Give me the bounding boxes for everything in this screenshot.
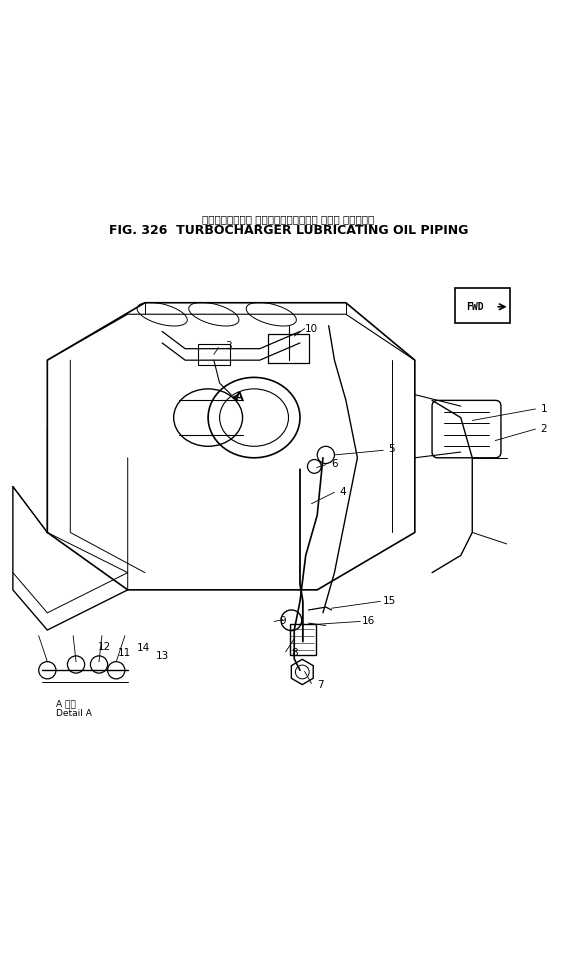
Text: 10: 10 [305, 324, 318, 334]
Text: A 詳細
Detail A: A 詳細 Detail A [56, 699, 92, 718]
Text: 8: 8 [291, 648, 298, 658]
Text: 6: 6 [331, 458, 338, 469]
Text: 11: 11 [118, 648, 132, 658]
Text: FWD: FWD [466, 302, 484, 311]
Text: 4: 4 [340, 487, 346, 497]
Text: 5: 5 [388, 445, 395, 454]
Text: 3: 3 [225, 341, 231, 351]
Text: 16: 16 [362, 617, 376, 627]
Text: 7: 7 [317, 679, 323, 690]
Text: 12: 12 [98, 642, 111, 652]
Text: 13: 13 [156, 651, 169, 661]
Text: 14: 14 [137, 643, 151, 654]
Text: FIG. 326  TURBOCHARGER LUBRICATING OIL PIPING: FIG. 326 TURBOCHARGER LUBRICATING OIL PI… [109, 224, 468, 236]
Text: 9: 9 [279, 617, 286, 627]
Text: 15: 15 [383, 596, 396, 606]
Text: ターボチャージャ ルーブリケーティング オイル パイピング: ターボチャージャ ルーブリケーティング オイル パイピング [203, 214, 374, 224]
Text: 1: 1 [541, 404, 548, 414]
Text: A: A [235, 392, 244, 403]
Text: 2: 2 [541, 424, 548, 434]
